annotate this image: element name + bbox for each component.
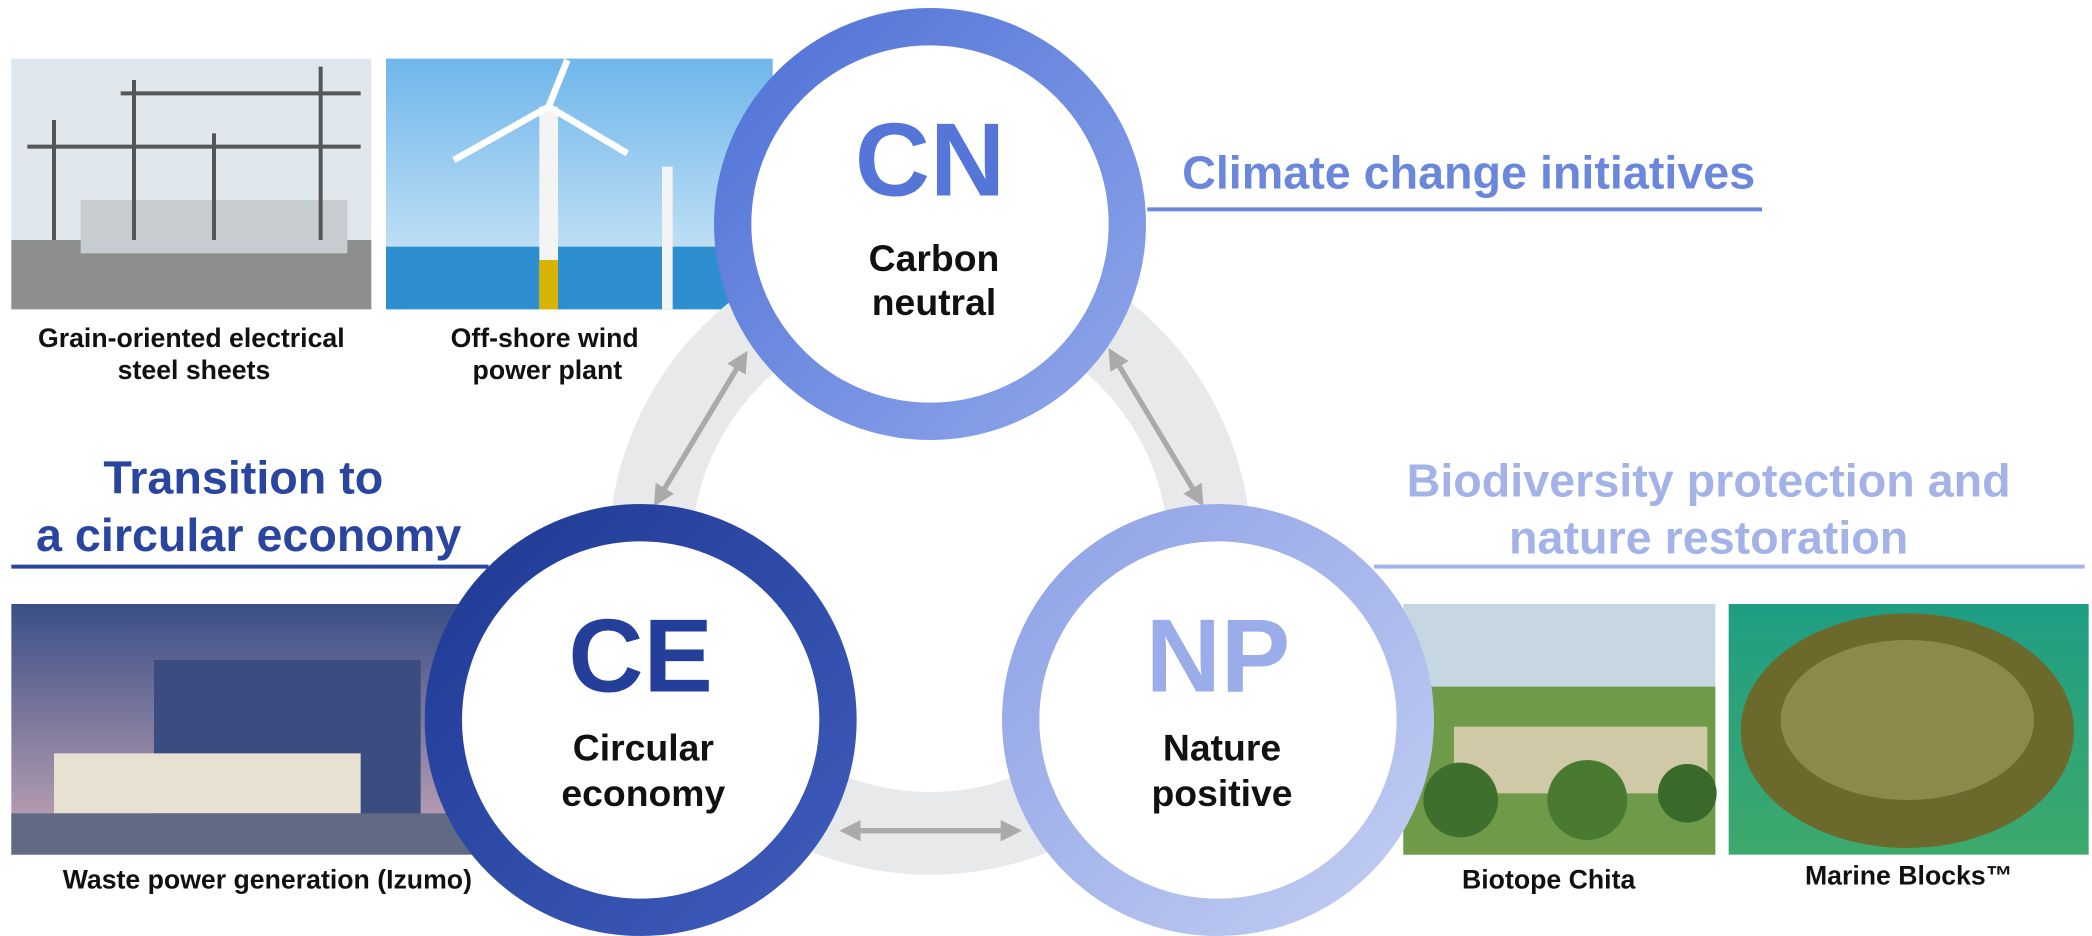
circle-label: Nature — [1163, 727, 1281, 769]
photo-wind — [386, 58, 773, 310]
circle-label: Circular — [573, 727, 714, 769]
caption: Grain-oriented electrical — [38, 323, 345, 353]
circle-ce — [424, 504, 857, 936]
heading: Climate change initiatives — [1182, 146, 1755, 198]
photo-grain — [11, 58, 372, 310]
caption: Off-shore wind — [451, 323, 639, 353]
caption: steel sheets — [118, 355, 271, 385]
photo-marine — [1728, 604, 2089, 855]
circle-cn — [713, 8, 1146, 440]
heading: Biodiversity protection and — [1407, 454, 2011, 506]
caption: Waste power generation (Izumo) — [63, 864, 472, 894]
circle-label: Carbon — [869, 237, 1000, 279]
heading: a circular economy — [36, 509, 461, 561]
heading: nature restoration — [1509, 512, 1908, 564]
circle-label: economy — [561, 772, 725, 814]
circle-abbr: CE — [568, 598, 712, 714]
circle-label: neutral — [872, 281, 996, 323]
photo-waste — [11, 604, 478, 855]
caption: Biotope Chita — [1462, 864, 1635, 894]
circle-abbr: NP — [1146, 598, 1290, 714]
circle-np — [1002, 504, 1434, 936]
circle-label: positive — [1151, 772, 1292, 814]
caption: power plant — [473, 355, 623, 385]
heading: Transition to — [103, 452, 383, 504]
circle-abbr: CN — [855, 102, 1005, 218]
caption: Marine Blocks™ — [1805, 860, 2012, 890]
arrows — [653, 348, 1204, 842]
photo-biotope — [1403, 604, 1717, 855]
